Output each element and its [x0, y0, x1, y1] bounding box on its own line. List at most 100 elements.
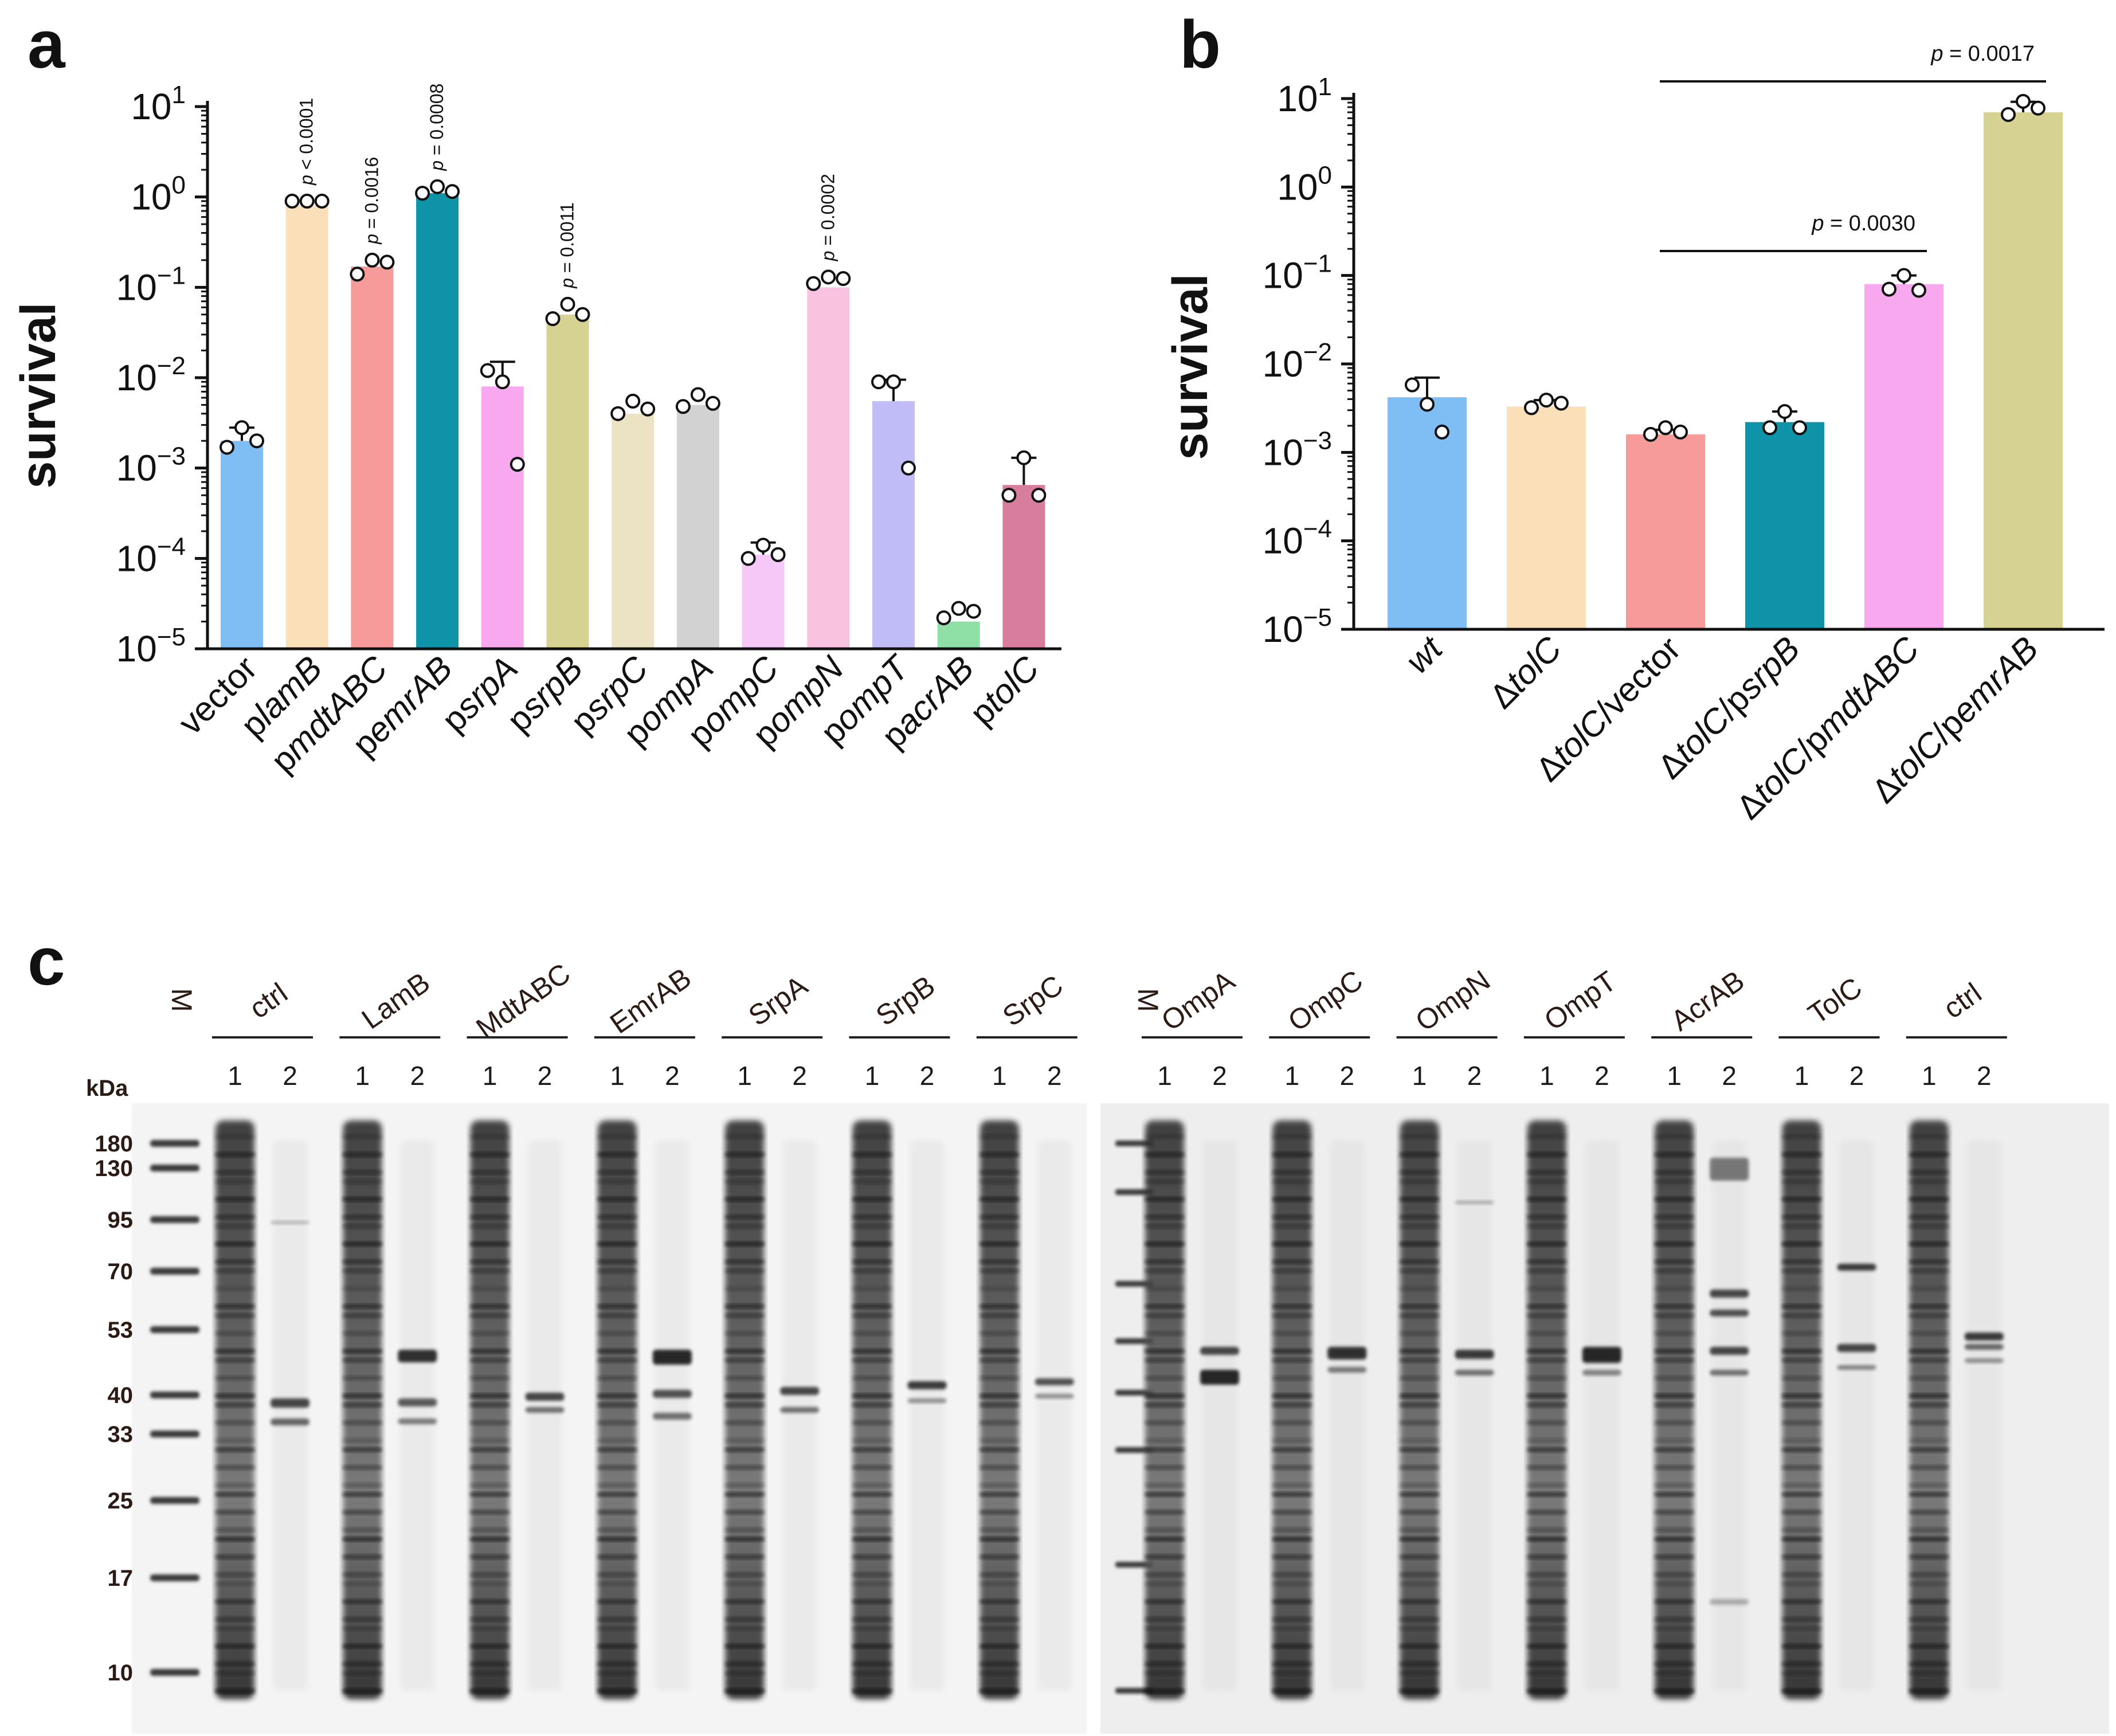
- lane-1-band: [979, 1627, 1019, 1631]
- lane-2-background: [1839, 1141, 1874, 1691]
- data-point-8-1: [755, 538, 771, 553]
- lane-1-band: [725, 1573, 765, 1577]
- lane-1-band: [1655, 1662, 1694, 1666]
- lane-1-band: [979, 1287, 1019, 1291]
- lane-1-band: [1655, 1376, 1694, 1380]
- bar-4: [481, 386, 524, 648]
- lane-1-band: [1909, 1537, 1949, 1541]
- lane-1-band: [979, 1555, 1019, 1559]
- lane-1-band: [1782, 1260, 1821, 1264]
- lane-1-band: [979, 1528, 1019, 1532]
- lane-1-band: [1272, 1662, 1312, 1666]
- marker-band-right: [1115, 1338, 1153, 1344]
- lane-1-band: [1400, 1304, 1439, 1308]
- lane-1-band: [1782, 1304, 1821, 1308]
- bar-3: [416, 193, 459, 648]
- lane-2-band: [1964, 1344, 2004, 1350]
- lane-1-band: [852, 1689, 892, 1693]
- lane-2-band: [1200, 1370, 1239, 1385]
- lane-1-band: [1782, 1582, 1821, 1586]
- lane-1-band: [1909, 1439, 1949, 1443]
- mw-label-180: 180: [95, 1131, 133, 1157]
- lane-1-band: [597, 1376, 637, 1380]
- lane-1-smear: [1655, 1120, 1694, 1699]
- y-tick-label: 10−3: [1263, 426, 1332, 473]
- lane-1-band: [1909, 1662, 1949, 1666]
- bar-1: [1507, 406, 1586, 628]
- lane-1-band: [597, 1314, 637, 1318]
- lane-1-band: [597, 1403, 637, 1407]
- lane-1-band: [852, 1671, 892, 1675]
- lane-1-band: [1527, 1135, 1566, 1139]
- lane-1-band: [725, 1260, 765, 1264]
- lane-1-band: [725, 1483, 765, 1487]
- lane-1-band: [1527, 1349, 1566, 1353]
- lane-1-band: [1272, 1465, 1312, 1469]
- lane-1-band: [597, 1224, 637, 1228]
- lane-1-band: [979, 1439, 1019, 1443]
- lane-number-1: 1: [1922, 1061, 1937, 1091]
- lane-1-band: [597, 1448, 637, 1452]
- lane-1-band: [1145, 1215, 1184, 1219]
- lane-1-band: [1272, 1224, 1312, 1228]
- panel-c-letter: c: [28, 924, 65, 1000]
- lane-1-band: [1655, 1170, 1694, 1174]
- data-point-4-2: [1911, 283, 1926, 298]
- lane-1-band: [1527, 1331, 1566, 1335]
- lane-1-band: [1655, 1304, 1694, 1308]
- lane-1-band: [725, 1662, 765, 1666]
- lane-1-band: [470, 1492, 510, 1496]
- marker-band-right: [1115, 1141, 1153, 1146]
- lane-1-band: [1655, 1644, 1694, 1648]
- lane-1-band: [597, 1671, 637, 1675]
- lane-1-band: [1909, 1492, 1949, 1496]
- lane-1-band: [597, 1627, 637, 1631]
- lane-1-band: [1909, 1304, 1949, 1308]
- lane-1-band: [470, 1644, 510, 1648]
- lane-1-band: [1400, 1179, 1439, 1184]
- bar-6: [612, 413, 655, 648]
- lane-number-1: 1: [737, 1061, 752, 1091]
- bar-5: [546, 314, 589, 648]
- lane-2-band: [1035, 1394, 1074, 1398]
- lane-1-band: [852, 1153, 892, 1157]
- lane-1-band: [470, 1662, 510, 1666]
- lane-1-band: [470, 1135, 510, 1139]
- lane-1-band: [215, 1197, 254, 1201]
- lane-number-1: 1: [992, 1061, 1007, 1091]
- lane-1-band: [343, 1689, 382, 1693]
- lane-1-band: [979, 1179, 1019, 1184]
- lane-1-smear: [725, 1120, 765, 1699]
- lane-2-band: [1837, 1264, 1876, 1271]
- lane-1-band: [725, 1644, 765, 1648]
- lane-1-band: [597, 1242, 637, 1246]
- lane-1-smear: [1145, 1120, 1184, 1699]
- lane-1-band: [597, 1421, 637, 1425]
- lane-1-band: [1145, 1394, 1184, 1398]
- lane-1-band: [470, 1260, 510, 1264]
- lane-1-band: [215, 1314, 254, 1318]
- lane-number-1: 1: [1539, 1061, 1554, 1091]
- lane-1-band: [1527, 1170, 1566, 1174]
- bar-0: [221, 441, 263, 648]
- lane-1-band: [852, 1627, 892, 1631]
- lane-1-band: [1400, 1671, 1439, 1675]
- lane-1-band: [215, 1358, 254, 1362]
- lane-1-band: [979, 1331, 1019, 1335]
- lane-1-band: [1400, 1439, 1439, 1443]
- y-tick-label: 101: [1277, 73, 1332, 119]
- data-point-3-0: [1762, 420, 1777, 436]
- lane-1-band: [1655, 1510, 1694, 1514]
- marker-band-right: [1115, 1562, 1153, 1568]
- lane-1-band: [343, 1671, 382, 1675]
- y-tick-label: 10−1: [1263, 250, 1332, 296]
- lane-1-band: [1527, 1600, 1566, 1604]
- lane-1-band: [597, 1304, 637, 1308]
- lane-1-band: [1272, 1492, 1312, 1496]
- data-point-0-1: [234, 420, 249, 436]
- lane-1-band: [1655, 1314, 1694, 1318]
- lane-1-band: [597, 1537, 637, 1541]
- lane-1-band: [1909, 1170, 1949, 1174]
